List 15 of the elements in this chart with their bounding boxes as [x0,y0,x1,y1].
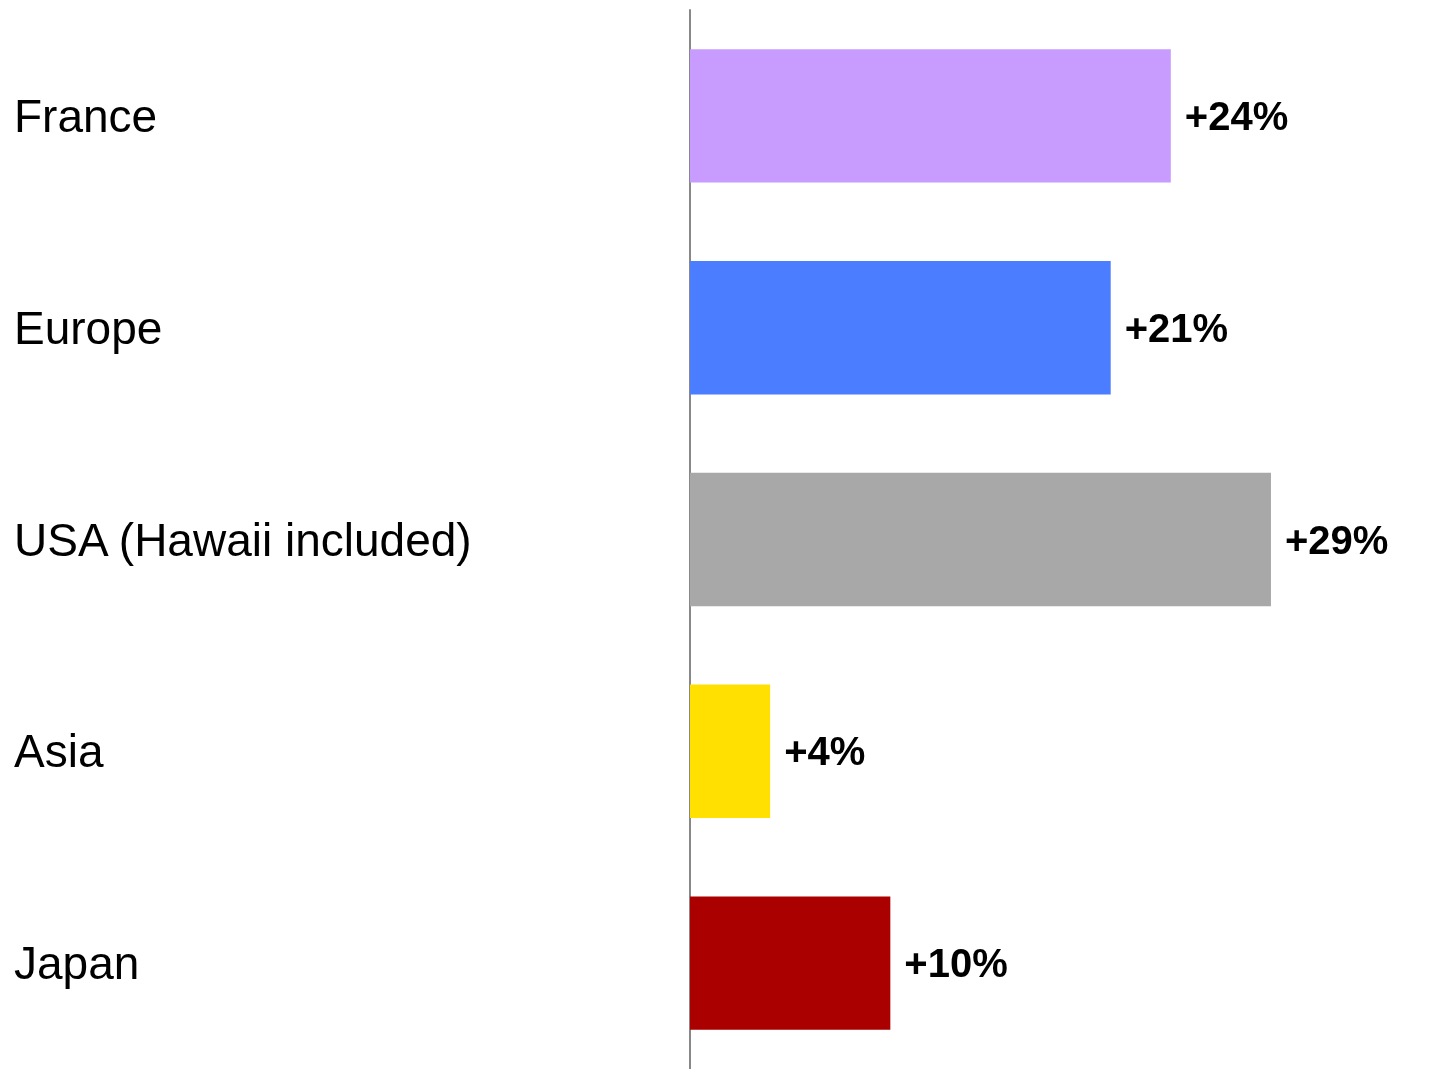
data-label: +24% [1184,93,1289,138]
data-label: +21% [1124,305,1229,350]
y-tick-label: USA (Hawaii included) [14,513,472,566]
data-label: +10% [904,941,1008,986]
bar [690,49,1171,183]
bar [690,896,891,1030]
y-tick-label: Asia [14,725,104,778]
bar [690,472,1271,607]
data-label: +29% [1284,517,1389,562]
bar [690,260,1111,395]
data-label: +4% [784,729,866,774]
y-tick-label: Europe [14,301,163,354]
y-tick-label: Japan [14,937,140,990]
y-tick-label: France [14,89,158,142]
bar [690,684,771,819]
